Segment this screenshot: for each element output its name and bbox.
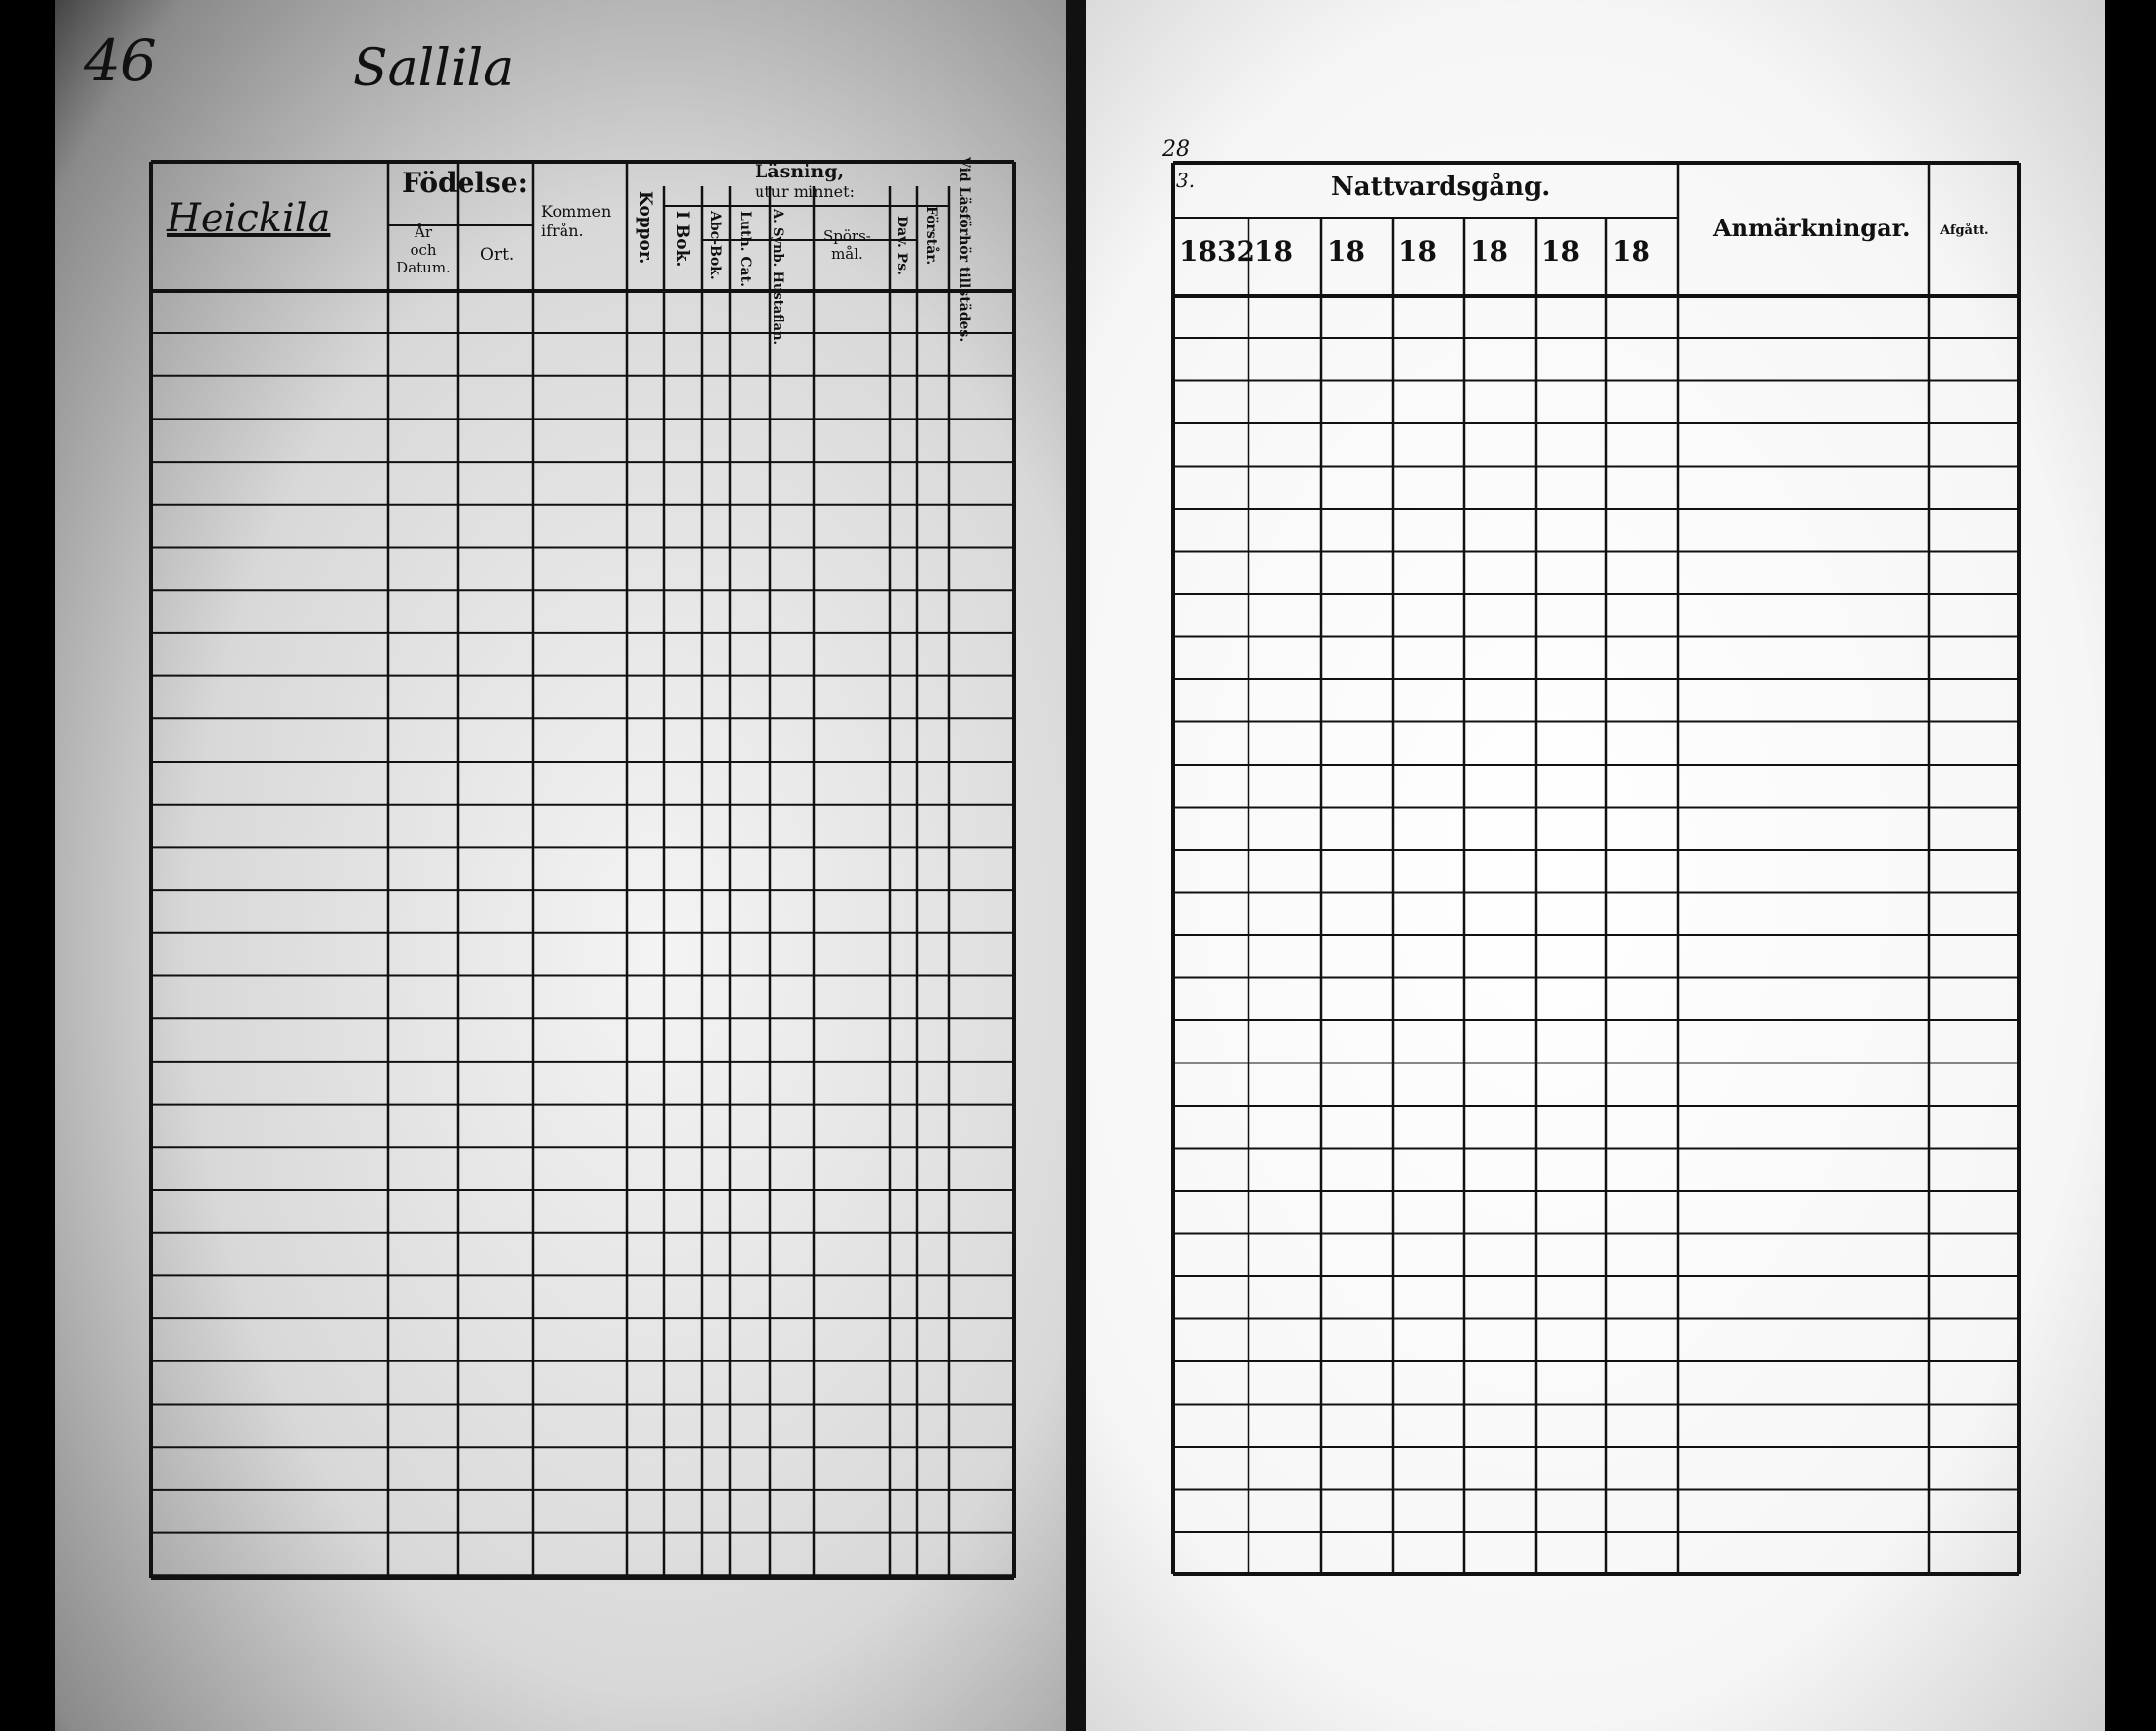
header-ar-och-datum: År och Datum. <box>392 223 455 276</box>
header-fodelse: Födelse: <box>402 167 528 199</box>
header-i-bok: I Bok. <box>672 211 692 268</box>
header-ifran: ifrån. <box>541 222 584 240</box>
right-page <box>1086 0 2105 1731</box>
header-vid-lasforhor: Vid Läsförhör tillstädes. <box>956 157 972 343</box>
header-spors: Spörs- <box>823 227 871 245</box>
year-header: 18 <box>1254 235 1293 268</box>
header-sporsmal: Spörs- mål. <box>823 227 871 263</box>
header-nattvardsgang: Nattvardsgång. <box>1331 173 1551 202</box>
header-luth-cat: Luth. Cat. <box>737 211 753 287</box>
header-utur-minnet: utur minnet: <box>755 182 855 201</box>
header-lasning: Läsning, <box>755 161 845 182</box>
left-page <box>55 0 1066 1731</box>
header-och: och <box>410 241 437 259</box>
header-dav-ps: Dav. Ps. <box>894 216 909 275</box>
header-synb-hustaflan: A. Synb. Hustaflan. <box>770 209 785 346</box>
book-gutter <box>1066 0 1086 1731</box>
year-header: 18 <box>1470 235 1508 268</box>
year-header: 18 <box>1327 235 1365 268</box>
year-header: 18 <box>1612 235 1650 268</box>
header-afgatt: Afgått. <box>1940 223 1989 238</box>
corner-note: 28 <box>1162 137 1190 162</box>
column-note: 3. <box>1176 169 1196 192</box>
header-mal: mål. <box>831 245 863 263</box>
header-kommen: Kommen <box>541 202 612 221</box>
header-abc-bok: Abc-Bok. <box>708 211 723 280</box>
header-datum: Datum. <box>396 259 451 276</box>
header-ar: År <box>414 223 432 241</box>
header-kommen-ifran: Kommen ifrån. <box>541 202 611 241</box>
village-name: Sallila <box>353 39 514 98</box>
header-koppor: Koppor. <box>635 191 655 265</box>
year-header: 18 <box>1398 235 1437 268</box>
header-ort: Ort. <box>480 245 514 265</box>
year-header: 18 <box>1542 235 1580 268</box>
header-anmarkningar: Anmärkningar. <box>1713 214 1911 242</box>
header-forstaar: Förstår. <box>923 206 939 266</box>
page-number: 46 <box>84 27 157 94</box>
year-header: 1832 <box>1179 235 1255 268</box>
farm-name: Heickila <box>167 196 331 241</box>
